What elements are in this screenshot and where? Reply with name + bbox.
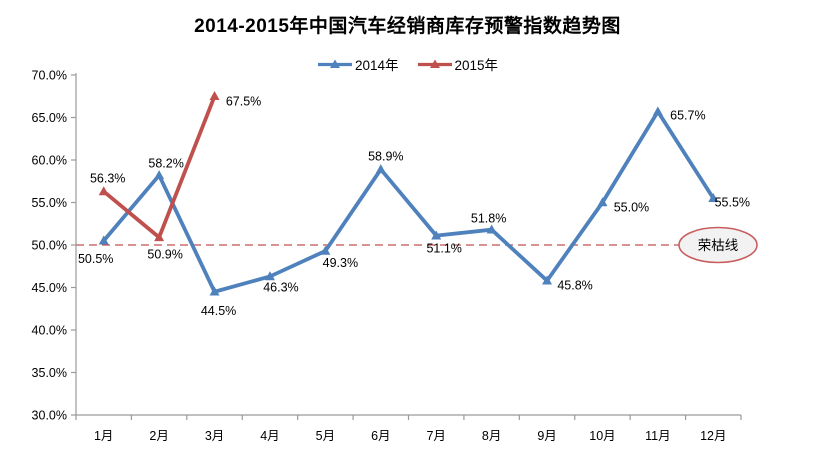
reference-label: 荣枯线 xyxy=(698,238,739,253)
x-category-label: 6月 xyxy=(371,429,390,443)
x-category-label: 9月 xyxy=(537,429,556,443)
data-label: 50.9% xyxy=(147,247,182,261)
data-marker xyxy=(708,193,719,203)
data-marker xyxy=(652,106,663,116)
x-category-label: 11月 xyxy=(645,429,670,443)
x-category-label: 5月 xyxy=(316,429,335,443)
data-marker xyxy=(98,186,109,196)
legend-line-marker-2015-icon xyxy=(417,59,452,68)
data-label: 67.5% xyxy=(226,94,261,108)
data-label: 46.3% xyxy=(263,280,298,294)
y-tick-label: 70.0% xyxy=(32,69,67,83)
y-tick-label: 40.0% xyxy=(32,324,67,338)
data-label: 58.2% xyxy=(148,156,183,170)
y-tick-label: 60.0% xyxy=(32,154,67,168)
y-tick-label: 65.0% xyxy=(32,111,67,125)
data-label: 65.7% xyxy=(670,109,705,123)
data-marker xyxy=(486,224,497,234)
x-category-label: 8月 xyxy=(482,429,501,443)
data-marker xyxy=(542,275,553,285)
data-marker xyxy=(597,197,608,207)
x-category-label: 4月 xyxy=(260,429,279,443)
data-label: 49.3% xyxy=(323,256,358,270)
data-label: 51.1% xyxy=(426,242,461,256)
legend-line-marker-2014-icon xyxy=(317,59,352,68)
y-tick-label: 55.0% xyxy=(32,196,67,210)
x-category-label: 12月 xyxy=(700,429,726,443)
data-label: 56.3% xyxy=(90,171,125,185)
data-marker xyxy=(154,232,165,242)
chart-title: 2014-2015年中国汽车经销商库存预警指数趋势图 xyxy=(194,16,621,37)
data-marker xyxy=(264,271,275,281)
legend-label-2015: 2015年 xyxy=(454,58,499,73)
data-label: 55.0% xyxy=(614,201,649,215)
legend-item-2015: 2015年 xyxy=(417,54,499,74)
data-marker xyxy=(431,230,442,240)
data-marker xyxy=(375,164,386,174)
y-tick-label: 30.0% xyxy=(32,409,67,423)
legend-item-2014: 2014年 xyxy=(317,54,399,74)
y-tick-label: 50.0% xyxy=(32,239,67,253)
data-marker xyxy=(154,170,165,180)
data-label: 44.5% xyxy=(201,304,236,318)
series-line-2014年 xyxy=(101,109,716,294)
x-category-label: 7月 xyxy=(426,429,445,443)
data-label: 50.5% xyxy=(78,252,113,266)
data-marker xyxy=(98,235,109,245)
x-category-label: 10月 xyxy=(589,429,615,443)
x-category-label: 2月 xyxy=(149,429,168,443)
x-category-label: 1月 xyxy=(94,429,113,443)
data-label: 58.9% xyxy=(368,149,403,163)
y-tick-label: 45.0% xyxy=(32,281,67,295)
reference-label-bubble xyxy=(678,226,758,264)
data-marker xyxy=(209,286,220,296)
x-category-label: 3月 xyxy=(205,429,224,443)
data-label: 51.8% xyxy=(471,212,506,226)
legend-label-2014: 2014年 xyxy=(354,58,399,73)
y-tick-label: 35.0% xyxy=(32,366,67,380)
data-marker xyxy=(209,91,220,101)
data-label: 45.8% xyxy=(557,279,592,293)
data-marker xyxy=(320,245,331,255)
legend: 2014年 2015年 xyxy=(0,54,815,74)
data-label: 55.5% xyxy=(715,195,750,209)
